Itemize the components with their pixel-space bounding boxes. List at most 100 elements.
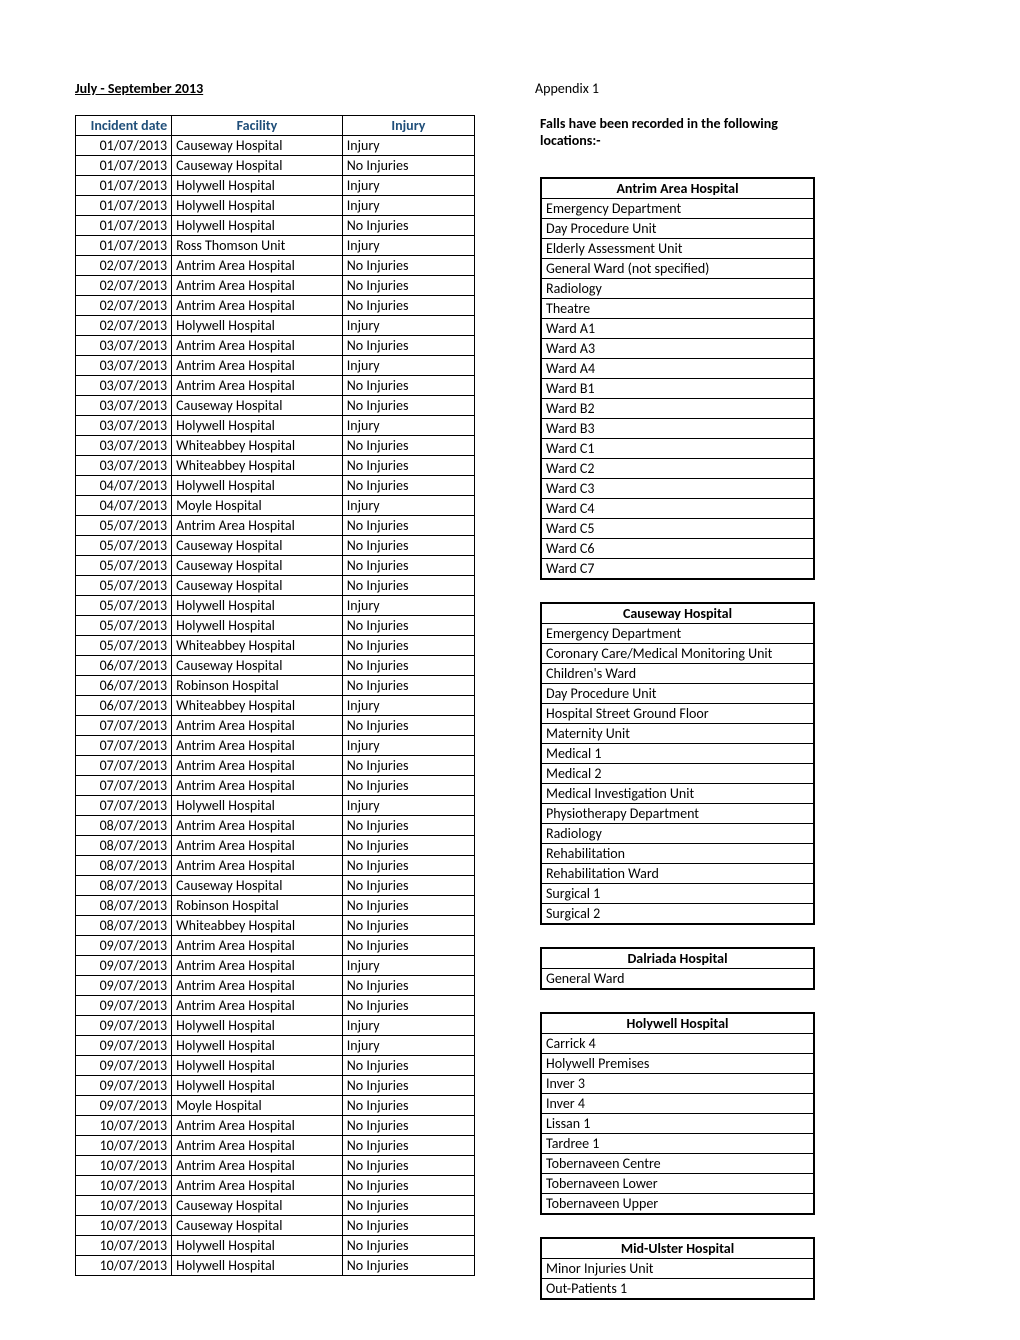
cell-date: 02/07/2013	[76, 276, 172, 296]
table-row: 03/07/2013Causeway HospitalNo Injuries	[76, 396, 475, 416]
table-row: 09/07/2013Antrim Area HospitalInjury	[76, 956, 475, 976]
cell-injury: Injury	[342, 196, 474, 216]
cell-injury: No Injuries	[342, 656, 474, 676]
cell-facility: Antrim Area Hospital	[172, 516, 343, 536]
cell-facility: Antrim Area Hospital	[172, 776, 343, 796]
table-row: 05/07/2013Whiteabbey HospitalNo Injuries	[76, 636, 475, 656]
cell-injury: Injury	[342, 956, 474, 976]
location-item: Ward C5	[541, 519, 814, 539]
cell-injury: No Injuries	[342, 976, 474, 996]
location-box: Dalriada HospitalGeneral Ward	[540, 947, 815, 990]
cell-facility: Moyle Hospital	[172, 496, 343, 516]
cell-injury: No Injuries	[342, 576, 474, 596]
cell-injury: No Injuries	[342, 1176, 474, 1196]
cell-injury: No Injuries	[342, 396, 474, 416]
location-box: Causeway HospitalEmergency DepartmentCor…	[540, 602, 815, 925]
table-row: 09/07/2013Antrim Area HospitalNo Injurie…	[76, 936, 475, 956]
cell-facility: Robinson Hospital	[172, 896, 343, 916]
table-row: 02/07/2013Antrim Area HospitalNo Injurie…	[76, 296, 475, 316]
cell-facility: Antrim Area Hospital	[172, 716, 343, 736]
cell-date: 05/07/2013	[76, 536, 172, 556]
table-row: 01/07/2013Holywell HospitalInjury	[76, 176, 475, 196]
cell-injury: No Injuries	[342, 916, 474, 936]
cell-injury: No Injuries	[342, 1076, 474, 1096]
table-row: 10/07/2013Holywell HospitalNo Injuries	[76, 1236, 475, 1256]
cell-date: 08/07/2013	[76, 816, 172, 836]
table-row: 10/07/2013Causeway HospitalNo Injuries	[76, 1216, 475, 1236]
table-row: 10/07/2013Antrim Area HospitalNo Injurie…	[76, 1116, 475, 1136]
cell-facility: Causeway Hospital	[172, 576, 343, 596]
table-row: 03/07/2013Holywell HospitalInjury	[76, 416, 475, 436]
table-row: 01/07/2013Holywell HospitalNo Injuries	[76, 216, 475, 236]
table-row: 08/07/2013Causeway HospitalNo Injuries	[76, 876, 475, 896]
cell-facility: Causeway Hospital	[172, 136, 343, 156]
location-item: Ward A1	[541, 319, 814, 339]
location-item: Out-Patients 1	[541, 1279, 814, 1300]
location-item: Ward C4	[541, 499, 814, 519]
cell-facility: Antrim Area Hospital	[172, 1116, 343, 1136]
table-row: 05/07/2013Antrim Area HospitalNo Injurie…	[76, 516, 475, 536]
cell-facility: Causeway Hospital	[172, 156, 343, 176]
location-item: Children's Ward	[541, 664, 814, 684]
appendix-label: Appendix 1	[535, 80, 599, 97]
table-row: 07/07/2013Antrim Area HospitalNo Injurie…	[76, 756, 475, 776]
table-row: 03/07/2013Whiteabbey HospitalNo Injuries	[76, 436, 475, 456]
location-item: Ward C2	[541, 459, 814, 479]
cell-date: 05/07/2013	[76, 636, 172, 656]
cell-injury: No Injuries	[342, 636, 474, 656]
table-row: 02/07/2013Holywell HospitalInjury	[76, 316, 475, 336]
cell-injury: Injury	[342, 736, 474, 756]
location-item: Ward B2	[541, 399, 814, 419]
location-item: Carrick 4	[541, 1034, 814, 1054]
cell-facility: Whiteabbey Hospital	[172, 636, 343, 656]
table-row: 01/07/2013Holywell HospitalInjury	[76, 196, 475, 216]
location-item: Ward C3	[541, 479, 814, 499]
table-row: 05/07/2013Holywell HospitalInjury	[76, 596, 475, 616]
cell-date: 09/07/2013	[76, 996, 172, 1016]
cell-date: 09/07/2013	[76, 936, 172, 956]
location-box-title: Holywell Hospital	[541, 1013, 814, 1034]
location-item: Ward C1	[541, 439, 814, 459]
cell-injury: Injury	[342, 796, 474, 816]
cell-facility: Holywell Hospital	[172, 416, 343, 436]
location-item: Inver 4	[541, 1094, 814, 1114]
cell-date: 04/07/2013	[76, 476, 172, 496]
cell-injury: No Injuries	[342, 936, 474, 956]
cell-date: 07/07/2013	[76, 716, 172, 736]
cell-facility: Moyle Hospital	[172, 1096, 343, 1116]
cell-date: 08/07/2013	[76, 876, 172, 896]
location-item: Emergency Department	[541, 624, 814, 644]
report-period: July - September 2013	[75, 80, 535, 97]
cell-injury: No Injuries	[342, 1056, 474, 1076]
cell-injury: No Injuries	[342, 1256, 474, 1276]
cell-facility: Antrim Area Hospital	[172, 856, 343, 876]
cell-injury: No Injuries	[342, 516, 474, 536]
cell-facility: Antrim Area Hospital	[172, 736, 343, 756]
location-item: Medical 1	[541, 744, 814, 764]
cell-facility: Holywell Hospital	[172, 796, 343, 816]
cell-date: 03/07/2013	[76, 376, 172, 396]
location-box: Mid-Ulster HospitalMinor Injuries UnitOu…	[540, 1237, 815, 1300]
cell-facility: Ross Thomson Unit	[172, 236, 343, 256]
location-item: General Ward	[541, 969, 814, 990]
cell-injury: No Injuries	[342, 876, 474, 896]
cell-date: 08/07/2013	[76, 836, 172, 856]
location-item: Tardree 1	[541, 1134, 814, 1154]
cell-injury: No Injuries	[342, 1156, 474, 1176]
cell-facility: Antrim Area Hospital	[172, 976, 343, 996]
cell-date: 05/07/2013	[76, 616, 172, 636]
table-row: 08/07/2013Antrim Area HospitalNo Injurie…	[76, 816, 475, 836]
cell-injury: No Injuries	[342, 816, 474, 836]
cell-date: 07/07/2013	[76, 736, 172, 756]
table-row: 05/07/2013Causeway HospitalNo Injuries	[76, 536, 475, 556]
location-item: Tobernaveen Upper	[541, 1194, 814, 1215]
cell-facility: Holywell Hospital	[172, 1236, 343, 1256]
location-item: Day Procedure Unit	[541, 684, 814, 704]
cell-injury: No Injuries	[342, 856, 474, 876]
cell-date: 05/07/2013	[76, 556, 172, 576]
location-item: Day Procedure Unit	[541, 219, 814, 239]
cell-facility: Holywell Hospital	[172, 316, 343, 336]
cell-facility: Holywell Hospital	[172, 216, 343, 236]
cell-date: 08/07/2013	[76, 856, 172, 876]
cell-injury: Injury	[342, 1016, 474, 1036]
